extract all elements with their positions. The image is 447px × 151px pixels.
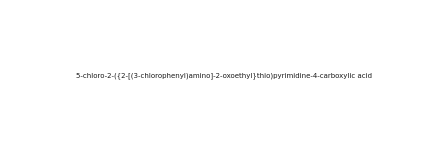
Text: 5-chloro-2-({2-[(3-chlorophenyl)amino]-2-oxoethyl}thio)pyrimidine-4-carboxylic a: 5-chloro-2-({2-[(3-chlorophenyl)amino]-2… [76, 72, 371, 79]
